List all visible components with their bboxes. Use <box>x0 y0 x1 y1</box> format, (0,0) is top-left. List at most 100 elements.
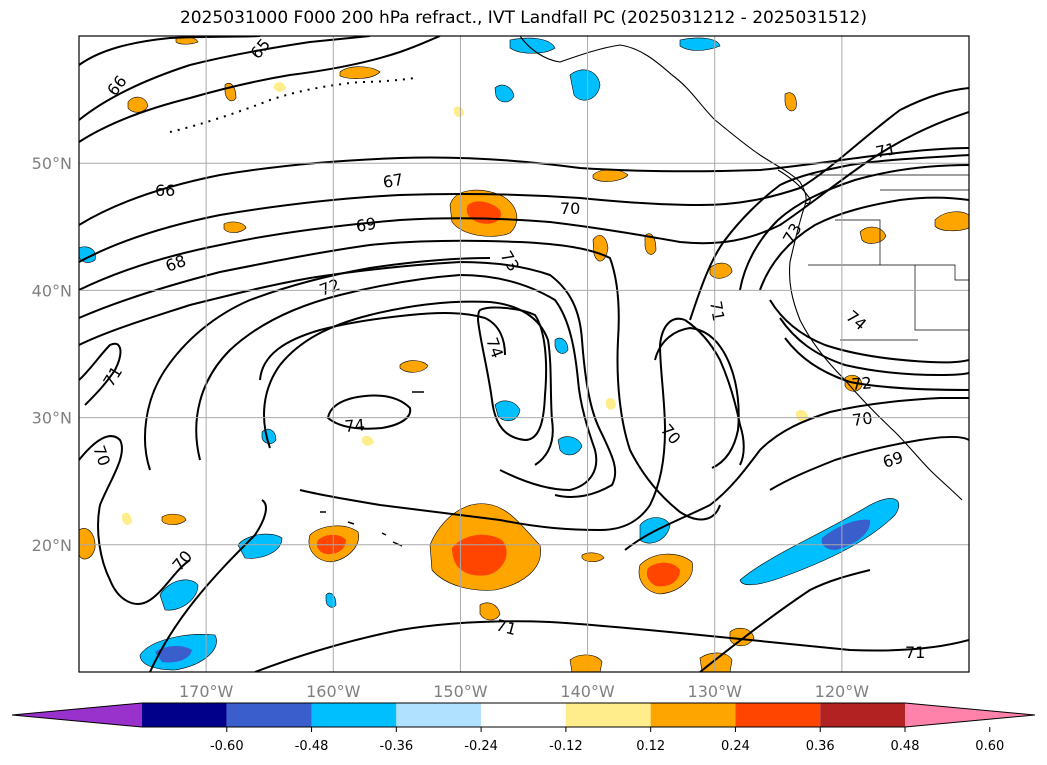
lat-tick-label: 20°N <box>32 536 72 555</box>
contour-line <box>624 397 969 551</box>
colorbar-segment <box>481 703 566 727</box>
colorbar-segment <box>565 703 651 727</box>
anomaly-patch <box>699 652 733 672</box>
colorbar-tick-label: 0.48 <box>891 739 920 754</box>
anomaly-patch <box>569 69 601 101</box>
contour-label: 70 <box>560 199 580 218</box>
anomaly-patch <box>646 562 680 587</box>
refractivity-contours <box>79 36 969 672</box>
alaska-coastline <box>519 36 807 206</box>
anomaly-patch <box>362 435 374 446</box>
contour-line <box>259 312 506 381</box>
anomaly-patch <box>557 436 583 456</box>
colorbar-segment <box>735 703 821 727</box>
contour-line <box>689 154 969 321</box>
contour-line <box>254 620 969 672</box>
lat-tick-label: 30°N <box>32 409 72 428</box>
colorbar-segment <box>396 703 482 727</box>
contour-label: 67 <box>381 170 404 192</box>
contour-label: 71 <box>874 139 898 162</box>
contour-line <box>299 317 686 532</box>
contour-line <box>79 87 969 263</box>
lon-tick-label: 150°W <box>433 682 488 701</box>
contour-line <box>326 394 412 430</box>
colorbar-tick-label: -0.48 <box>295 739 329 754</box>
map-frame <box>78 35 970 673</box>
colorbar-outline <box>11 702 1036 728</box>
contour-line <box>739 164 969 291</box>
contour-line <box>699 569 871 672</box>
contour-line <box>654 326 740 469</box>
graticule <box>79 36 969 672</box>
colorbar-tick-label: 0.60 <box>975 739 1004 754</box>
anomaly-patch <box>155 646 192 663</box>
contour-label: 69 <box>354 214 377 236</box>
contour-line <box>263 300 554 466</box>
contour-line <box>769 436 969 491</box>
colorbar-segment <box>650 703 736 727</box>
colorbar-segments <box>11 702 1036 732</box>
contour-label: 71 <box>494 616 519 640</box>
anomaly-patch <box>479 602 501 621</box>
contour-line <box>79 435 191 605</box>
lat-tick-label: 50°N <box>32 154 72 173</box>
anomaly-patch <box>739 498 900 586</box>
anomaly-patch <box>494 400 521 422</box>
anomaly-patch <box>127 96 149 113</box>
aleutian-islands <box>169 77 416 133</box>
contour-line <box>79 147 969 226</box>
contour-line <box>779 317 969 377</box>
contour-line <box>684 319 745 466</box>
anomaly-patch <box>679 37 721 51</box>
anomaly-patch <box>592 169 629 182</box>
anomaly-patch <box>274 82 286 92</box>
anomaly-patch <box>644 233 657 255</box>
anomaly-patch <box>569 654 603 672</box>
vancouver-island <box>777 169 811 204</box>
contour-line <box>784 337 969 391</box>
anomaly-patch <box>494 84 515 103</box>
anomaly-patch <box>729 627 755 647</box>
contour-line <box>79 36 371 121</box>
colorbar-segment <box>226 703 312 727</box>
contour-label: 66 <box>155 181 175 200</box>
contour-line <box>195 273 598 492</box>
hawaii-islands <box>320 391 424 547</box>
colorbar-extend-max <box>905 703 1035 727</box>
contour-label: 70 <box>851 408 874 430</box>
anomaly-patch <box>796 410 808 422</box>
anomaly-patch <box>821 519 871 550</box>
latitude-tick-labels: 50°N 40°N 30°N 20°N <box>32 154 72 555</box>
anomaly-patch <box>223 221 247 233</box>
anomaly-patch <box>606 398 616 410</box>
contour-line <box>769 299 969 364</box>
anomaly-patch <box>934 211 969 232</box>
colorbar-tick-label: -0.12 <box>549 739 583 754</box>
anomaly-patch <box>79 528 96 560</box>
lon-tick-label: 120°W <box>815 682 870 701</box>
colorbar-tick-label: -0.24 <box>464 739 498 754</box>
anomaly-patch <box>859 226 887 244</box>
colorbar-tick-label: 0.12 <box>636 739 665 754</box>
anomaly-patch <box>784 92 797 112</box>
contour-line <box>149 499 267 672</box>
contour-line <box>79 111 969 291</box>
contour-label: 71 <box>905 643 925 662</box>
contour-line <box>476 306 548 442</box>
contour-label: 72 <box>851 373 873 394</box>
contour-line <box>79 260 617 498</box>
contour-line <box>79 36 441 143</box>
anomaly-patch <box>79 246 96 263</box>
contour-label: 71 <box>706 299 728 322</box>
anomaly-patch <box>159 579 199 611</box>
anomaly-patch <box>339 66 381 79</box>
anomaly-patch <box>554 337 569 354</box>
colorbar-tick-label: -0.36 <box>380 739 414 754</box>
colorbar-tick-label: 0.24 <box>721 739 750 754</box>
contour-line <box>79 239 721 521</box>
lon-tick-label: 130°W <box>688 682 743 701</box>
colorbar-segment <box>820 703 905 727</box>
longitude-tick-labels: 170°W 160°W 150°W 140°W 130°W 120°W <box>179 682 869 701</box>
anomaly-patch <box>399 360 429 373</box>
colorbar-segment <box>142 703 227 727</box>
